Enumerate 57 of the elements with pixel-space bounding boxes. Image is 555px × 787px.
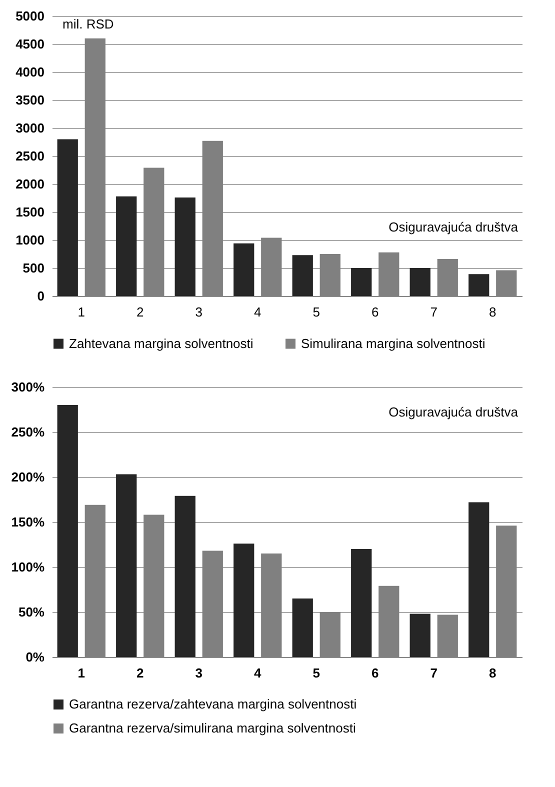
y-tick-label: 100% xyxy=(11,560,45,574)
bar xyxy=(292,255,313,296)
x-tick-label: 1 xyxy=(78,304,85,320)
y-tick-label: 500 xyxy=(22,260,44,276)
y-tick-label: 2000 xyxy=(16,176,44,192)
x-tick-label: 4 xyxy=(254,304,262,320)
x-axis-title: Osiguravajuća društva xyxy=(388,404,519,420)
x-tick-label: 5 xyxy=(312,304,320,320)
y-tick-label: 0% xyxy=(26,650,45,664)
legend-label: Garantna rezerva/zahtevana margina solventnosti xyxy=(69,696,357,712)
bar xyxy=(351,268,372,296)
bar xyxy=(57,139,78,296)
bar xyxy=(116,196,137,296)
x-tick-label: 3 xyxy=(195,304,202,320)
y-tick-label: 1000 xyxy=(16,232,44,248)
y-tick-label: 4000 xyxy=(16,64,44,80)
bar xyxy=(174,197,196,296)
legend-label: Zahtevana margina solventnosti xyxy=(69,336,254,351)
bar xyxy=(234,544,254,657)
y-tick-label: 50% xyxy=(18,604,45,620)
x-tick-label: 6 xyxy=(372,666,379,680)
bar xyxy=(410,268,430,296)
y-axis-title: mil. RSD xyxy=(62,16,114,32)
y-tick-label: 150% xyxy=(11,514,45,530)
bar xyxy=(351,549,372,657)
y-tick-label: 2500 xyxy=(16,148,44,164)
bar xyxy=(57,405,78,657)
bar xyxy=(410,614,430,657)
y-tick-label: 3500 xyxy=(16,92,44,108)
bar xyxy=(116,474,137,657)
legend-label: Simulirana margina solventnosti xyxy=(301,336,486,351)
y-tick-label: 5000 xyxy=(16,8,44,24)
y-tick-label: 4500 xyxy=(16,36,44,52)
bar xyxy=(292,598,313,657)
x-tick-label: 8 xyxy=(489,304,496,320)
x-tick-label: 7 xyxy=(430,304,438,320)
legend-label: Garantna rezerva/simulirana margina solventnosti xyxy=(69,720,356,736)
y-tick-label: 1500 xyxy=(16,204,44,220)
x-tick-label: 6 xyxy=(372,304,379,320)
x-tick-label: 2 xyxy=(136,304,144,320)
bar xyxy=(174,496,196,657)
x-tick-label: 8 xyxy=(489,666,496,680)
y-tick-label: 250% xyxy=(11,424,45,440)
y-tick-label: 0 xyxy=(37,288,44,304)
x-tick-label: 1 xyxy=(78,666,85,680)
bar xyxy=(468,502,490,657)
x-tick-label: 2 xyxy=(136,666,144,680)
x-tick-label: 5 xyxy=(312,666,320,680)
y-tick-label: 3000 xyxy=(16,120,44,136)
x-tick-label: 3 xyxy=(195,666,202,680)
y-tick-label: 300% xyxy=(11,380,45,394)
x-axis-title: Osiguravajuća društva xyxy=(388,219,519,234)
bar xyxy=(234,243,254,296)
y-tick-label: 200% xyxy=(11,470,45,484)
x-tick-label: 7 xyxy=(430,666,438,680)
bar xyxy=(468,274,490,296)
x-tick-label: 4 xyxy=(254,666,262,680)
